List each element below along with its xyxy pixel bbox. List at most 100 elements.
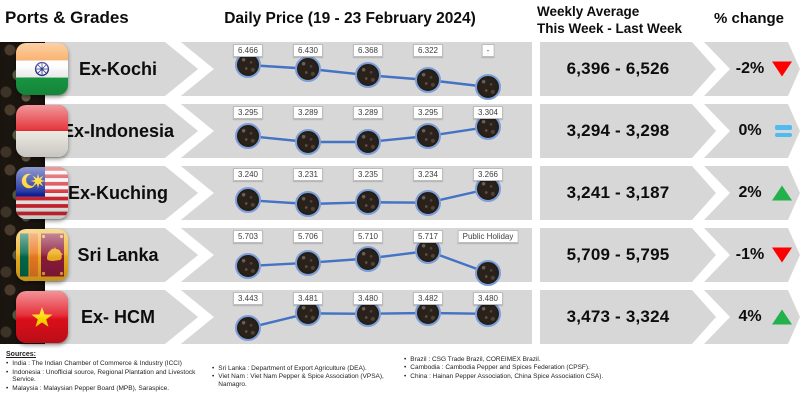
chevron-right-icon xyxy=(164,166,214,220)
price-point-label: 5.706 xyxy=(292,230,324,243)
triangle-up-icon xyxy=(772,186,792,201)
peppercorn-marker xyxy=(415,123,441,149)
price-point-label: 3.295 xyxy=(232,106,264,119)
source-item: • Viet Nam : Viet Nam Pepper & Spice Asso… xyxy=(212,373,384,388)
source-item: • China : Hainan Pepper Association, Chin… xyxy=(404,372,604,380)
pct-change-band: 0% xyxy=(704,104,800,158)
row-ex-kuching: Ex-Kuching 3.240 3.231 3.235 3.234 3.266 3,2… xyxy=(0,166,800,220)
row-band: Ex-Kochi 6.466 6.430 6.368 6.322 - xyxy=(0,42,532,100)
peppercorn-marker xyxy=(475,260,501,286)
vietnam-flag-icon xyxy=(16,291,68,343)
price-point-label: 5.710 xyxy=(352,230,384,243)
daily-price-chart: 3.295 3.289 3.289 3.295 3.304 xyxy=(212,104,518,158)
source-item: • Cambodia : Cambodia Pepper and Spices F… xyxy=(404,364,590,372)
peppercorn-marker xyxy=(295,191,321,217)
row-ex-hcm: Ex- HCM 3.443 3.481 3.480 3.482 3.480 3,473 … xyxy=(0,290,800,344)
source-item: • Malaysia : Malaysian Pepper Board (MPB)… xyxy=(6,384,170,392)
pct-change-band: 4% xyxy=(704,290,800,344)
price-point-label: 3.240 xyxy=(232,168,264,181)
price-point-label: 3.480 xyxy=(352,292,384,305)
peppercorn-marker xyxy=(235,187,261,214)
weekly-average-value: 3,294 - 3,298 xyxy=(566,121,670,140)
price-point-label: 6.322 xyxy=(412,44,444,57)
price-point-label: 3.443 xyxy=(232,292,264,305)
weekly-average-value: 6,396 - 6,526 xyxy=(566,59,670,78)
pct-change-value: -2% xyxy=(735,60,765,77)
weekly-average-value: 3,473 - 3,324 xyxy=(566,307,670,326)
price-point-label: 5.717 xyxy=(412,230,444,243)
pct-change-header: % change xyxy=(713,10,785,27)
row-ex-indonesia: Ex-Indonesia 3.295 3.289 3.289 3.295 3.304 3… xyxy=(0,104,800,158)
equals-icon xyxy=(775,125,792,137)
chevron-right-icon xyxy=(164,104,214,158)
peppercorn-marker xyxy=(415,67,441,93)
price-point-label: 3.481 xyxy=(292,292,324,305)
port-name: Sri Lanka xyxy=(77,244,159,265)
triangle-down-icon xyxy=(772,62,792,77)
row-ex-kochi: Ex-Kochi 6.466 6.430 6.368 6.322 - 6,396 - 6… xyxy=(0,42,800,100)
peppercorn-marker xyxy=(475,114,501,140)
pct-change-value: 0% xyxy=(738,122,762,139)
daily-price-chart: 3.443 3.481 3.480 3.482 3.480 xyxy=(212,290,518,344)
peppercorn-marker xyxy=(355,129,381,155)
chevron-right-icon xyxy=(164,290,214,344)
weekly-average-line2: This Week - Last Week xyxy=(537,21,683,36)
ports-grades-header: Ports & Grades xyxy=(5,8,129,27)
indonesia-flag-icon xyxy=(16,105,68,157)
weekly-average-band: 3,294 - 3,298 xyxy=(540,104,716,158)
source-item: • Indonesia : Unofficial source, Regional… xyxy=(6,368,196,384)
price-point-label: 6.430 xyxy=(292,44,324,57)
price-point-label: 3.482 xyxy=(412,292,444,305)
sri-lanka-flag-icon xyxy=(16,229,68,281)
peppercorn-marker xyxy=(295,129,321,155)
row-band: Ex- HCM 3.443 3.481 3.480 3.482 3.480 xyxy=(0,290,532,344)
weekly-average-line1: Weekly Average xyxy=(537,4,640,19)
price-point-label: 3.235 xyxy=(352,168,384,181)
price-point-label: 3.231 xyxy=(292,168,324,181)
price-point-label: 6.368 xyxy=(352,44,384,57)
price-point-label: - xyxy=(481,44,495,57)
weekly-average-header: Weekly Average This Week - Last Week xyxy=(537,3,682,37)
peppercorn-marker xyxy=(475,74,501,100)
peppercorn-marker xyxy=(235,123,261,149)
port-name: Ex-Indonesia xyxy=(61,120,175,141)
peppercorn-marker xyxy=(235,253,261,279)
sources-column-2: • Sri Lanka : Department of Export Agricu… xyxy=(212,365,402,389)
weekly-average-band: 3,241 - 3,187 xyxy=(540,166,716,220)
peppercorn-marker xyxy=(415,189,441,216)
peppercorn-marker xyxy=(355,62,381,89)
pct-change-value: 2% xyxy=(738,184,762,201)
peppercorn-marker xyxy=(415,300,441,326)
peppercorn-marker xyxy=(355,189,381,216)
source-item: • Sri Lanka : Department of Export Agricu… xyxy=(212,365,367,372)
peppercorn-marker xyxy=(475,300,501,327)
daily-price-chart: 3.240 3.231 3.235 3.234 3.266 xyxy=(212,166,518,220)
daily-price-header: Daily Price (19 - 23 February 2024) xyxy=(224,10,476,27)
malaysia-flag-icon xyxy=(16,167,68,219)
port-name: Ex-Kuching xyxy=(68,182,169,203)
sources-column-3: • Brazil : CSG Trade Brazil, COREIMEX Bra… xyxy=(404,356,609,381)
peppercorn-marker xyxy=(355,245,381,272)
pct-change-band: -1% xyxy=(704,228,800,282)
daily-price-chart: 5.703 5.706 5.710 5.717 Public Holiday xyxy=(212,228,519,286)
weekly-average-band: 3,473 - 3,324 xyxy=(540,290,716,344)
peppercorn-marker xyxy=(355,300,381,327)
india-flag-icon xyxy=(16,43,68,95)
triangle-up-icon xyxy=(772,310,792,325)
price-point-label: 6.466 xyxy=(232,44,264,57)
chevron-right-icon xyxy=(164,42,214,96)
peppercorn-marker xyxy=(295,55,321,82)
weekly-average-band: 6,396 - 6,526 xyxy=(540,42,716,96)
sources-title: Sources: xyxy=(6,351,36,358)
peppercorn-marker xyxy=(295,300,321,327)
price-point-label: Public Holiday xyxy=(457,230,519,243)
price-point-label: 3.295 xyxy=(412,106,444,119)
pct-change-band: -2% xyxy=(704,42,800,96)
chevron-right-icon xyxy=(164,228,214,282)
price-point-label: 3.289 xyxy=(352,106,384,119)
peppercorn-marker xyxy=(235,315,261,341)
source-item: • India : The Indian Chamber of Commerce … xyxy=(6,360,182,368)
daily-price-chart: 6.466 6.430 6.368 6.322 - xyxy=(212,42,518,100)
port-name: Ex-Kochi xyxy=(78,58,157,79)
